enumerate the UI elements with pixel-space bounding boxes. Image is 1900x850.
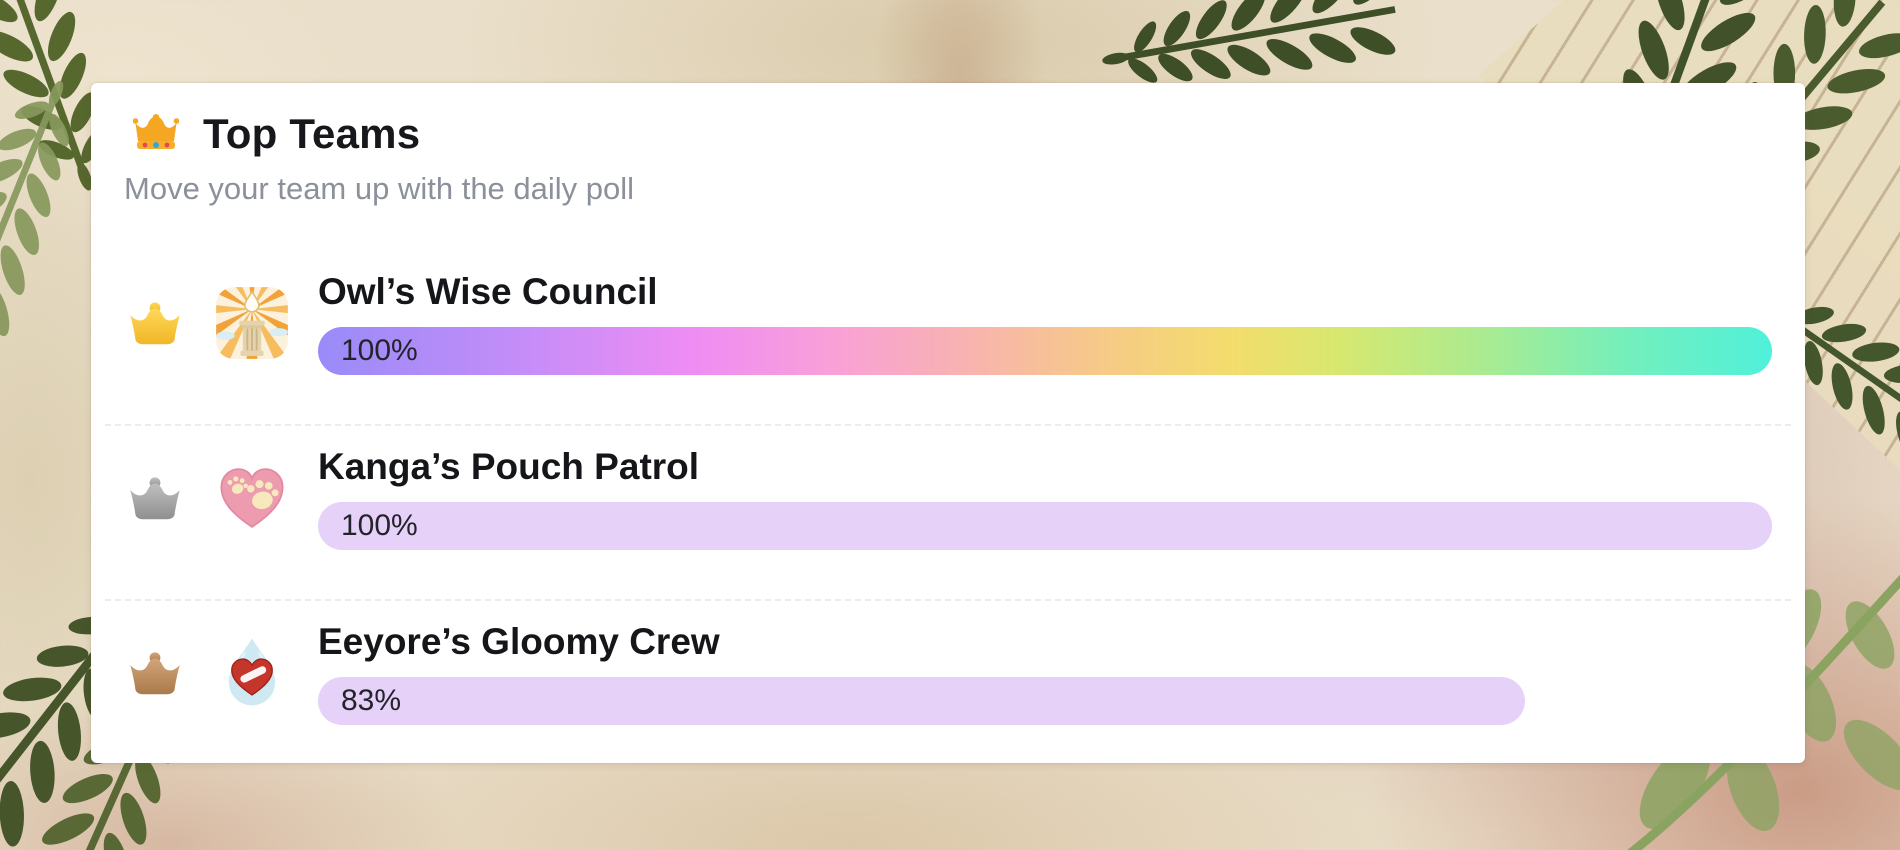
gold-crown-icon bbox=[128, 301, 182, 346]
team-info: Kanga’s Pouch Patrol 100% bbox=[318, 446, 1772, 550]
progress-percent: 83% bbox=[341, 684, 402, 717]
water-drop-heart-avatar bbox=[228, 638, 276, 706]
pink-heart-paw-print-avatar bbox=[220, 468, 284, 528]
team-row[interactable]: Owl’s Wise Council 100% bbox=[128, 243, 1772, 403]
row-divider bbox=[105, 424, 1791, 426]
team-name: Kanga’s Pouch Patrol bbox=[318, 446, 700, 487]
progress-bar: 83% bbox=[318, 677, 1525, 725]
top-teams-card: Top Teams Move your team up with the dai… bbox=[91, 83, 1805, 763]
team-avatar bbox=[215, 461, 289, 535]
progress-bar: 100% bbox=[318, 327, 1772, 375]
row-divider bbox=[105, 599, 1791, 601]
team-row[interactable]: Kanga’s Pouch Patrol 100% bbox=[128, 418, 1772, 578]
rank-2-crown bbox=[128, 476, 182, 521]
card-subtitle: Move your team up with the daily poll bbox=[124, 171, 635, 206]
progress-percent: 100% bbox=[341, 334, 418, 367]
crown-emoji-icon bbox=[133, 114, 179, 149]
card-header: Top Teams bbox=[133, 111, 1771, 157]
team-avatar bbox=[215, 636, 289, 710]
silver-crown-icon bbox=[128, 476, 182, 521]
team-name: Owl’s Wise Council bbox=[318, 271, 658, 312]
team-name: Eeyore’s Gloomy Crew bbox=[318, 621, 720, 662]
team-avatar bbox=[215, 286, 289, 360]
progress-percent: 100% bbox=[341, 509, 418, 542]
progress-bar: 100% bbox=[318, 502, 1772, 550]
team-info: Eeyore’s Gloomy Crew 83% bbox=[318, 621, 1772, 725]
sunburst-column-badge-avatar bbox=[216, 287, 288, 359]
bronze-crown-icon bbox=[128, 651, 182, 696]
rank-3-crown bbox=[128, 651, 182, 696]
rank-1-crown bbox=[128, 301, 182, 346]
page-title: Top Teams bbox=[203, 110, 421, 157]
team-info: Owl’s Wise Council 100% bbox=[318, 271, 1772, 375]
team-row[interactable]: Eeyore’s Gloomy Crew 83% bbox=[128, 593, 1772, 753]
